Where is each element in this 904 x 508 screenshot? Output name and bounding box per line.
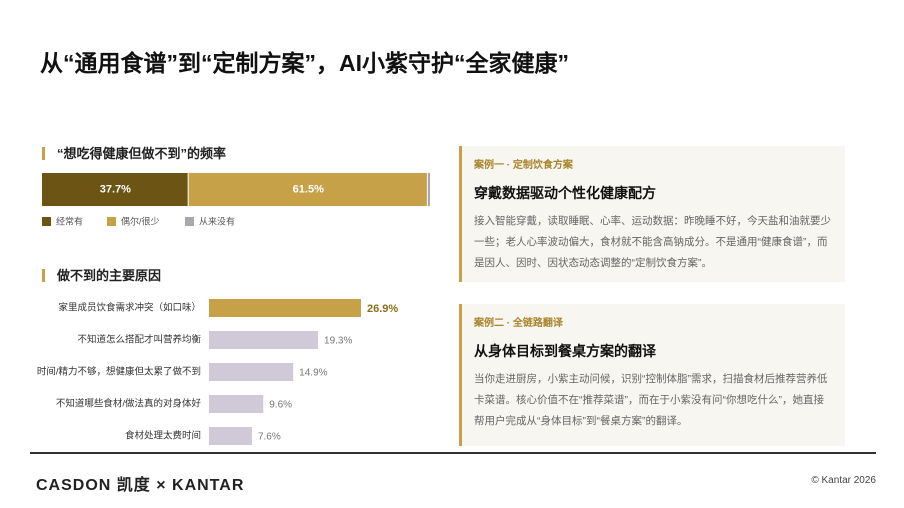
value-label: 14.9% bbox=[299, 368, 327, 379]
logo: CASDON 凯度 × KANTAR bbox=[36, 477, 245, 494]
footer-rule bbox=[30, 452, 876, 454]
legend-label: 偶尔/很少 bbox=[121, 215, 160, 226]
case-title: 从身体目标到餐桌方案的翻译 bbox=[474, 343, 656, 359]
bar-segment bbox=[42, 173, 188, 206]
value-label: 26.9% bbox=[367, 303, 398, 315]
value-label: 37.7% bbox=[100, 183, 131, 195]
case-body: 当你走进厨房，小紫主动问候，识别“控制体脂”需求，扫描食材后推荐营养低卡菜谱。核… bbox=[474, 373, 828, 427]
legend-label: 经常有 bbox=[56, 215, 83, 226]
bar bbox=[209, 299, 361, 317]
category-label: 不知道怎么搭配才叫营养均衡 bbox=[77, 334, 201, 346]
value-label: 7.6% bbox=[258, 432, 281, 443]
case-title: 穿戴数据驱动个性化健康配方 bbox=[474, 185, 656, 201]
page-title: 从“通用食谱”到“定制方案”，AI小紫守护“全家健康” bbox=[40, 50, 569, 76]
bar bbox=[209, 331, 319, 349]
case-tag: 案例二 · 全链路翻译 bbox=[474, 318, 563, 329]
section-title: 做不到的主要原因 bbox=[42, 269, 161, 282]
bar bbox=[209, 363, 294, 381]
case-card: 案例二 · 全链路翻译 从身体目标到餐桌方案的翻译 当你走进厨房，小紫主动问候，… bbox=[459, 304, 845, 446]
legend-swatch bbox=[42, 217, 51, 226]
bar bbox=[209, 427, 252, 445]
bar bbox=[209, 395, 264, 413]
category-label: 食材处理太费时间 bbox=[125, 430, 201, 442]
case-card: 案例一 · 定制饮食方案 穿戴数据驱动个性化健康配方 接入智能穿戴，读取睡眠、心… bbox=[459, 146, 845, 282]
copyright: © Kantar 2026 bbox=[811, 475, 876, 486]
case-tag: 案例一 · 定制饮食方案 bbox=[474, 160, 573, 171]
legend-swatch bbox=[185, 217, 194, 226]
value-label: 19.3% bbox=[324, 336, 352, 347]
category-label: 家里成员饮食需求冲突（如口味） bbox=[58, 302, 201, 314]
category-label: 时间/精力不够，想健康但太累了做不到 bbox=[37, 366, 201, 378]
bar-segment bbox=[427, 173, 430, 206]
value-label: 61.5% bbox=[293, 183, 324, 195]
legend-swatch bbox=[107, 217, 116, 226]
section-title: “想吃得健康但做不到”的频率 bbox=[42, 147, 226, 160]
value-label: 9.6% bbox=[269, 400, 292, 411]
category-label: 不知道哪些食材/做法真的对身体好 bbox=[56, 398, 202, 410]
bar-segment bbox=[188, 173, 427, 206]
legend-label: 从来没有 bbox=[199, 215, 235, 226]
case-body: 接入智能穿戴，读取睡眠、心率、运动数据：昨晚睡不好，今天盐和油就要少一些；老人心… bbox=[474, 215, 831, 269]
